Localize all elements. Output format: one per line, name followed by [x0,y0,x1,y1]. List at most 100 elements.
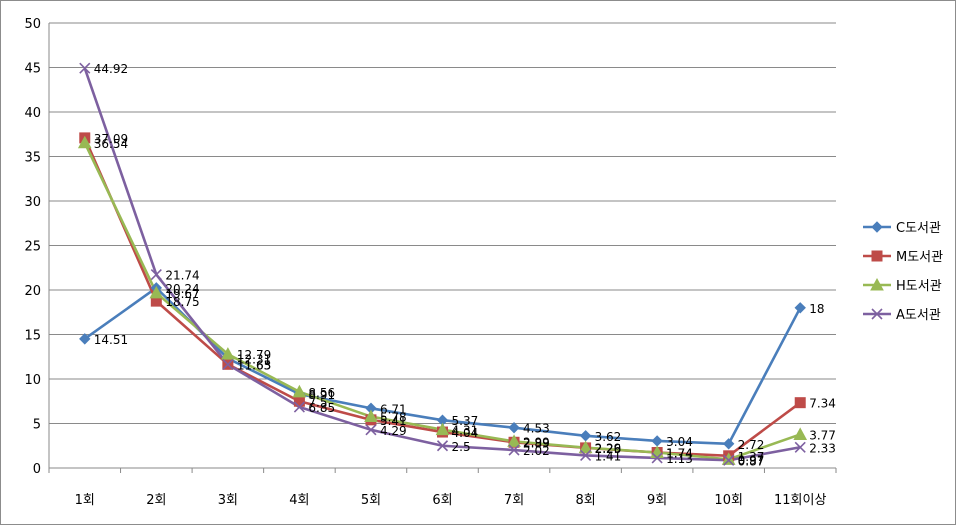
series-line [83,67,801,462]
data-point [508,421,520,434]
data-label: 2.02 [523,444,550,458]
gridlines [49,22,836,424]
data-point [871,308,883,320]
x-tick-label: 8회 [575,493,595,508]
data-label: 4.04 [452,426,479,440]
data-point [79,62,91,74]
data-label: 3.04 [666,435,693,449]
data-point [794,397,806,409]
x-tick-label: 6회 [432,493,452,508]
data-point [794,441,806,453]
data-label: 18 [809,302,824,316]
x-tick-label: 11회이상 [774,493,826,508]
data-label: 0.87 [738,454,765,468]
data-label: 3.62 [595,430,622,444]
data-label: 2.99 [523,435,550,449]
data-label: 36.54 [94,137,128,151]
series-layer [77,62,808,466]
data-label: 12.31 [237,352,271,366]
data-point-stroke [436,440,449,452]
data-point [150,268,162,281]
data-point-stroke [651,452,663,464]
data-label: 1.74 [666,447,693,461]
y-tick-label: 45 [24,62,41,77]
data-label: 20.24 [165,282,199,296]
data-label: 4.29 [380,424,407,438]
data-label: 8.56 [308,386,335,400]
data-label: 3.77 [809,428,836,442]
legend-label: A도서관 [896,308,941,323]
data-label: 7.5 [308,395,327,409]
data-label: 5.78 [380,411,407,425]
data-label: 21.74 [165,269,199,283]
data-point-stroke [723,454,735,466]
data-point [149,285,164,299]
x-tick-label: 9회 [647,493,667,508]
data-point [870,277,884,291]
data-point-stroke [293,401,305,413]
data-point [222,358,234,371]
data-point [722,438,735,450]
data-point [580,449,592,462]
data-point [77,135,92,149]
y-tick-label: 20 [24,284,41,299]
data-point [651,452,663,464]
data-label: 2.26 [595,442,622,456]
data-label: 11.63 [237,358,271,372]
y-tick-label: 5 [33,418,41,433]
data-point [507,434,521,447]
data-label: 2.33 [809,441,836,455]
data-label: 11.65 [237,358,271,372]
data-point [292,384,307,398]
data-label: 8.91 [308,388,335,402]
data-label: 14.51 [94,333,128,347]
data-point [721,452,736,465]
y-tick-label: 0 [33,462,41,477]
data-label: 1.13 [666,452,693,466]
x-tick-label: 2회 [146,493,166,508]
legend: C도서관 M도서관 H도서관 A도서관 [863,221,943,323]
data-point-stroke [871,308,883,320]
data-label: 4.53 [523,422,550,436]
data-label: 7.34 [809,397,836,411]
data-label: 18.75 [165,295,199,309]
data-labels: 14.51 20.24 12.31 8.91 6.71 5.37 4.53 3.62 3.04 2… [94,62,836,468]
data-point [794,302,806,314]
axes: 0 5 10 15 20 25 30 35 40 45 50 1회 2회 3회 4회 5회 6회 7회 8회 9회 10… [24,17,837,508]
y-tick-label: 10 [24,373,41,388]
data-point [793,427,808,440]
x-tick-label: 7회 [504,493,524,508]
data-point [365,424,377,436]
data-point-stroke [794,441,806,453]
legend-item: M도서관 [863,250,943,265]
data-point-stroke [222,358,234,371]
legend-item: A도서관 [863,308,941,323]
data-label: 5.37 [452,414,479,428]
data-label: 12.79 [237,348,271,362]
legend-label: M도서관 [896,250,943,265]
data-point-stroke [79,62,91,74]
data-label: 2.29 [595,442,622,456]
x-tick-label: 3회 [218,493,238,508]
legend-item: C도서관 [863,221,941,236]
data-point [578,440,593,454]
y-tick-label: 25 [24,240,41,255]
data-point [435,422,450,436]
y-tick-label: 15 [24,329,41,344]
y-tick-label: 50 [24,17,41,32]
data-label: 2.72 [738,438,765,452]
data-point-stroke [365,424,377,436]
data-point [293,401,305,413]
data-label: 5.41 [380,414,407,428]
data-point [579,430,592,442]
data-label: 2.5 [452,440,471,454]
y-tick-label: 35 [24,151,41,166]
data-point [79,333,91,345]
data-point-stroke [508,444,520,456]
data-label: 19.67 [165,287,199,301]
y-tick-label: 30 [24,195,41,210]
data-point [871,221,883,233]
data-point [871,250,883,262]
data-label: 37.09 [94,132,128,146]
x-tick-label: 1회 [75,493,95,508]
